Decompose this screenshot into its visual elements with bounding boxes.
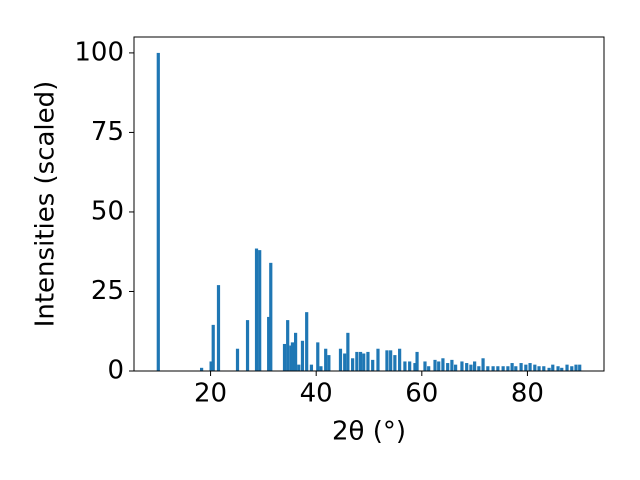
bar [506,366,510,371]
bar [267,316,271,371]
bar [556,366,560,371]
bar [551,364,555,371]
bar [524,364,528,371]
bar [441,358,445,371]
y-tick-label: 0 [107,356,124,386]
bar [290,342,295,371]
x-tick-label: 40 [300,379,333,409]
bar [362,353,366,371]
bar [324,348,328,371]
bar [537,366,541,371]
bar [376,348,380,371]
axes-frame [133,36,605,372]
bar [355,351,359,371]
bar [433,359,437,371]
bar [156,52,160,372]
bar [574,364,578,371]
bar [496,366,500,371]
y-tick-label: 50 [91,196,124,226]
x-axis-label: 2θ (°) [332,417,406,447]
bar [327,355,331,371]
bar [286,320,290,371]
bar [338,348,343,371]
bar [258,250,262,371]
bar [398,348,402,371]
bar [477,366,481,371]
bar [403,361,407,371]
bar [209,361,213,371]
bar [393,355,397,371]
bar [351,358,355,371]
bar [454,364,458,371]
bar [415,351,419,371]
y-tick-label: 25 [91,276,124,306]
bar [211,324,215,371]
bar [297,364,301,371]
bar [501,366,505,371]
bar [565,364,569,371]
bar [385,350,389,371]
bar [413,363,417,371]
bar [450,359,454,371]
bar [316,342,320,371]
bar [460,361,464,371]
bar [309,364,314,371]
plot-area [156,52,582,372]
bar [254,248,259,371]
bar [305,312,309,371]
bar [514,366,518,371]
bar [300,340,305,371]
y-tick-label: 75 [91,117,124,147]
bar [245,320,250,371]
bar [578,364,582,371]
bar [199,367,204,371]
bar [358,351,363,371]
bar [465,363,469,371]
y-tick-label: 100 [74,37,124,67]
bar [343,353,347,371]
bar [486,366,490,371]
bar [547,367,551,371]
x-tick-label: 60 [405,379,438,409]
bar [437,361,441,371]
y-axis-label: Intensities (scaled) [31,81,61,328]
bar [216,285,221,371]
bar [533,364,537,371]
bar [481,358,485,371]
bar [235,348,240,371]
bar [542,366,546,371]
bar [346,332,350,371]
bar [269,262,273,371]
bar [366,351,370,371]
bar [469,364,473,371]
bar [319,366,323,371]
bar [491,366,495,371]
bar [282,343,287,371]
bar [427,366,431,371]
bar [560,367,564,371]
bar [473,361,477,371]
bar [389,350,393,371]
bar [528,363,532,371]
bar [423,361,427,371]
bar [371,359,375,371]
bar [293,332,298,371]
bar [570,366,574,371]
bar [519,363,523,371]
bar [446,363,450,371]
bar [510,363,514,371]
x-tick-label: 20 [194,379,227,409]
bar [408,361,412,371]
x-tick-label: 80 [511,379,544,409]
